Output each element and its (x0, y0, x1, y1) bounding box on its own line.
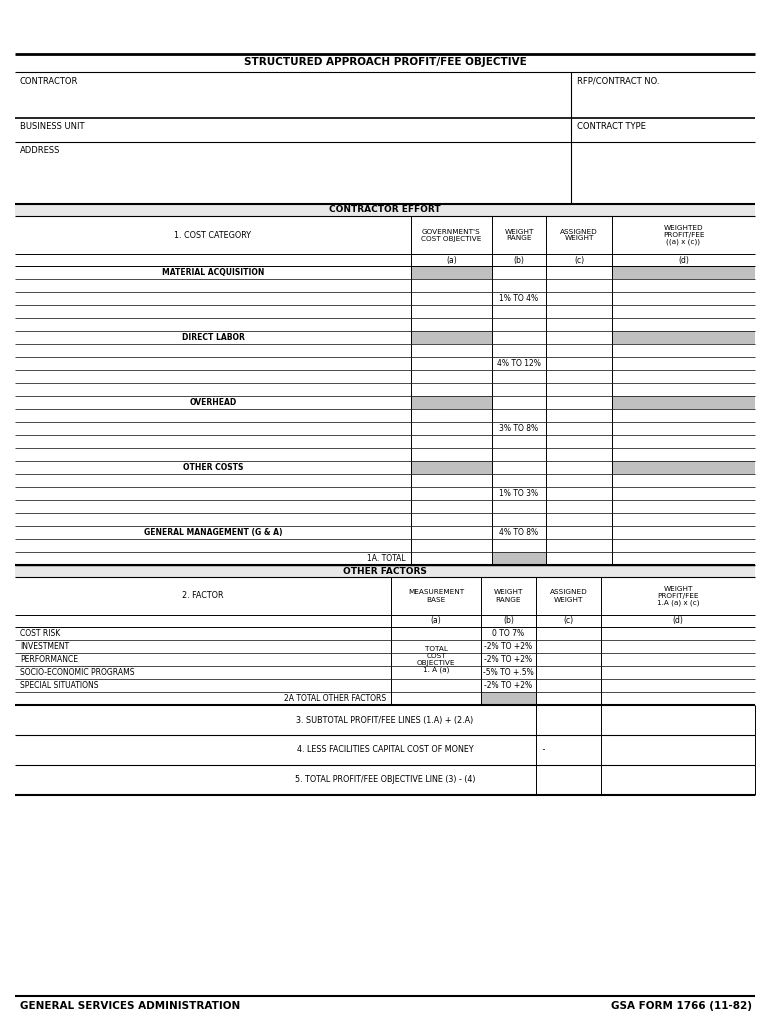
Text: (b): (b) (514, 256, 524, 264)
Text: ASSIGNED
WEIGHT: ASSIGNED WEIGHT (560, 228, 598, 242)
Text: WEIGHT
RANGE: WEIGHT RANGE (504, 228, 534, 242)
Text: 4. LESS FACILITIES CAPITAL COST OF MONEY: 4. LESS FACILITIES CAPITAL COST OF MONEY (296, 745, 474, 755)
Bar (612, 461, 755, 474)
Text: PERFORMANCE: PERFORMANCE (20, 655, 78, 664)
Text: WEIGHTED
PROFIT/FEE
((a) x (c)): WEIGHTED PROFIT/FEE ((a) x (c)) (663, 224, 705, 246)
Text: MEASUREMENT
BASE: MEASUREMENT BASE (408, 590, 464, 602)
Text: GENERAL SERVICES ADMINISTRATION: GENERAL SERVICES ADMINISTRATION (20, 1001, 240, 1011)
Bar (612, 266, 755, 279)
Text: 1A. TOTAL: 1A. TOTAL (367, 554, 406, 563)
Text: -5% TO +.5%: -5% TO +.5% (483, 668, 534, 677)
Bar (492, 552, 546, 565)
Text: OVERHEAD: OVERHEAD (189, 398, 236, 407)
Text: BUSINESS UNIT: BUSINESS UNIT (20, 122, 85, 131)
Text: INVESTMENT: INVESTMENT (20, 642, 69, 651)
Text: -2% TO +2%: -2% TO +2% (484, 642, 533, 651)
Text: (c): (c) (564, 616, 574, 626)
Text: COST RISK: COST RISK (20, 629, 60, 638)
Bar (15, 565, 755, 577)
Text: 2A TOTAL OTHER FACTORS: 2A TOTAL OTHER FACTORS (284, 694, 386, 703)
Bar (15, 204, 755, 216)
Text: WEIGHT
PROFIT/FEE
1.A (a) x (c): WEIGHT PROFIT/FEE 1.A (a) x (c) (657, 586, 699, 606)
Text: RFP/CONTRACT NO.: RFP/CONTRACT NO. (577, 77, 659, 86)
Text: -2% TO +2%: -2% TO +2% (484, 681, 533, 690)
Text: -: - (540, 745, 545, 755)
Text: GSA FORM 1766 (11-82): GSA FORM 1766 (11-82) (611, 1001, 752, 1011)
Bar (411, 331, 492, 344)
Text: OTHER FACTORS: OTHER FACTORS (343, 566, 427, 575)
Text: (a): (a) (446, 256, 457, 264)
Text: TOTAL
COST
OBJECTIVE
1. A (a): TOTAL COST OBJECTIVE 1. A (a) (417, 646, 455, 673)
Text: 1% TO 4%: 1% TO 4% (500, 294, 538, 303)
Text: 1. COST CATEGORY: 1. COST CATEGORY (175, 230, 252, 240)
Text: OTHER COSTS: OTHER COSTS (182, 463, 243, 472)
Text: 0 TO 7%: 0 TO 7% (493, 629, 524, 638)
Text: CONTRACT TYPE: CONTRACT TYPE (577, 122, 646, 131)
Text: 3. SUBTOTAL PROFIT/FEE LINES (1.A) + (2.A): 3. SUBTOTAL PROFIT/FEE LINES (1.A) + (2.… (296, 716, 474, 725)
Bar (612, 396, 755, 409)
Text: (d): (d) (678, 256, 689, 264)
Text: ADDRESS: ADDRESS (20, 146, 60, 155)
Bar (411, 461, 492, 474)
Text: SPECIAL SITUATIONS: SPECIAL SITUATIONS (20, 681, 99, 690)
Text: (c): (c) (574, 256, 584, 264)
Text: ASSIGNED
WEIGHT: ASSIGNED WEIGHT (550, 590, 588, 602)
Bar (612, 331, 755, 344)
Text: SOCIO-ECONOMIC PROGRAMS: SOCIO-ECONOMIC PROGRAMS (20, 668, 135, 677)
Text: MATERIAL ACQUISITION: MATERIAL ACQUISITION (162, 268, 264, 278)
Text: DIRECT LABOR: DIRECT LABOR (182, 333, 244, 342)
Bar (411, 396, 492, 409)
Text: CONTRACTOR: CONTRACTOR (20, 77, 79, 86)
Text: 3% TO 8%: 3% TO 8% (500, 424, 538, 433)
Text: GOVERNMENT'S
COST OBJECTIVE: GOVERNMENT'S COST OBJECTIVE (421, 228, 482, 242)
Text: CONTRACTOR EFFORT: CONTRACTOR EFFORT (330, 206, 440, 214)
Text: 4% TO 12%: 4% TO 12% (497, 359, 541, 368)
Bar (411, 266, 492, 279)
Text: WEIGHT
RANGE: WEIGHT RANGE (494, 590, 523, 602)
Text: STRUCTURED APPROACH PROFIT/FEE OBJECTIVE: STRUCTURED APPROACH PROFIT/FEE OBJECTIVE (243, 57, 527, 67)
Text: 1% TO 3%: 1% TO 3% (500, 489, 538, 498)
Text: -2% TO +2%: -2% TO +2% (484, 655, 533, 664)
Bar (481, 692, 536, 705)
Text: 5. TOTAL PROFIT/FEE OBJECTIVE LINE (3) - (4): 5. TOTAL PROFIT/FEE OBJECTIVE LINE (3) -… (295, 775, 475, 784)
Text: 2. FACTOR: 2. FACTOR (182, 592, 224, 600)
Text: GENERAL MANAGEMENT (G & A): GENERAL MANAGEMENT (G & A) (144, 528, 283, 537)
Text: (d): (d) (672, 616, 684, 626)
Text: (b): (b) (503, 616, 514, 626)
Text: (a): (a) (430, 616, 441, 626)
Text: 4% TO 8%: 4% TO 8% (500, 528, 538, 537)
